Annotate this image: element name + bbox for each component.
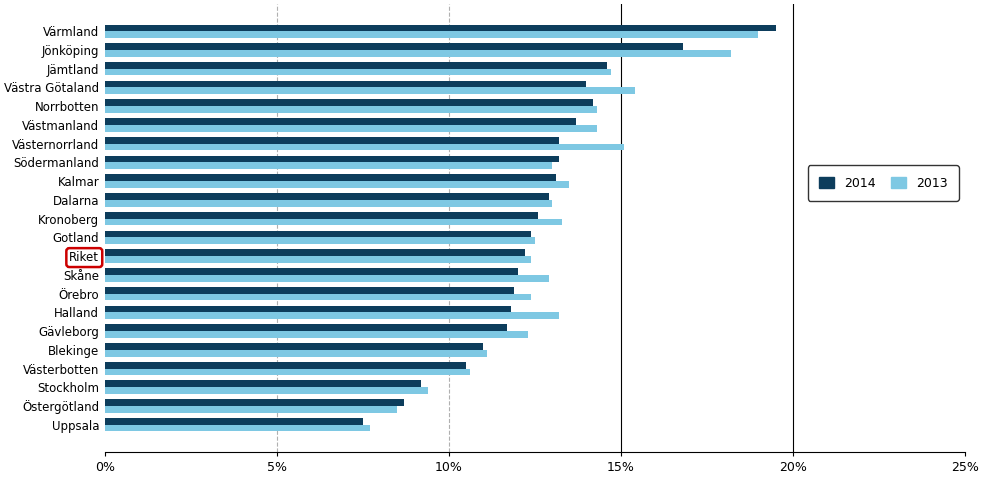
Bar: [105, 425, 370, 432]
Bar: [105, 31, 759, 38]
Bar: [105, 331, 528, 338]
Bar: [105, 380, 422, 387]
Bar: [105, 62, 607, 69]
Bar: [105, 50, 731, 57]
Bar: [105, 212, 539, 218]
Bar: [105, 156, 559, 163]
Bar: [105, 287, 514, 293]
Bar: [105, 230, 532, 238]
Legend: 2014, 2013: 2014, 2013: [808, 165, 958, 201]
Bar: [105, 81, 587, 87]
Bar: [105, 137, 559, 144]
Bar: [105, 250, 525, 256]
Bar: [105, 268, 518, 275]
Bar: [105, 324, 507, 331]
Bar: [105, 106, 597, 113]
Bar: [105, 238, 535, 244]
Bar: [105, 399, 404, 406]
Bar: [105, 275, 549, 282]
Bar: [105, 125, 597, 131]
Bar: [105, 406, 397, 413]
Bar: [105, 181, 569, 188]
Bar: [105, 118, 576, 125]
Bar: [105, 343, 484, 350]
Bar: [105, 193, 549, 200]
Bar: [105, 350, 487, 357]
Bar: [105, 387, 429, 394]
Bar: [105, 218, 562, 225]
Bar: [105, 163, 552, 169]
Bar: [105, 293, 532, 300]
Bar: [105, 24, 776, 31]
Bar: [105, 87, 635, 94]
Bar: [105, 305, 511, 312]
Bar: [105, 362, 466, 369]
Bar: [105, 43, 683, 50]
Bar: [105, 312, 559, 319]
Bar: [105, 174, 555, 181]
Bar: [105, 418, 363, 425]
Bar: [105, 144, 624, 151]
Bar: [105, 369, 470, 375]
Bar: [105, 99, 594, 106]
Bar: [105, 256, 532, 263]
Bar: [105, 200, 552, 206]
Bar: [105, 69, 610, 76]
